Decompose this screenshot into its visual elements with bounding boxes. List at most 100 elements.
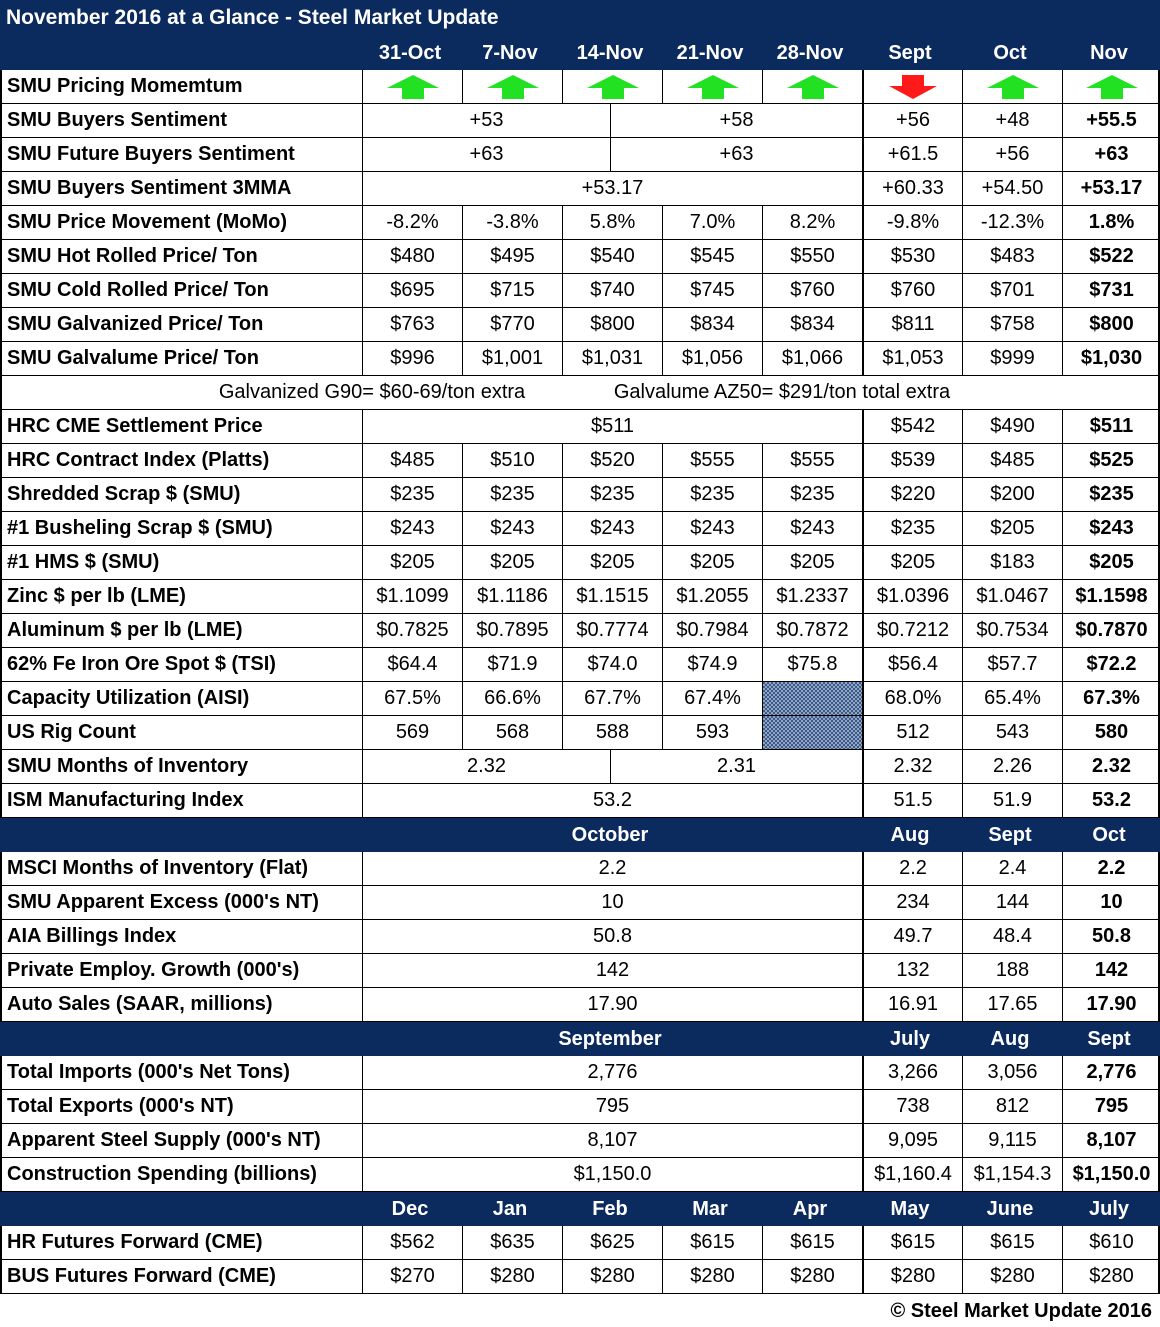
futures-value: $280 [762,1260,862,1293]
weekly-value: $1.1099 [362,580,462,613]
monthly-value: $539 [862,444,962,477]
monthly-value: $1,160.4 [862,1158,962,1191]
monthly-value: 68.0% [862,682,962,715]
monthly-value: 9,095 [862,1124,962,1157]
monthly-value: $57.7 [962,648,1062,681]
futures-value: $635 [462,1226,562,1259]
row-label: #1 Busheling Scrap $ (SMU) [7,517,273,539]
monthly-value: $235 [1062,478,1160,511]
row-label: AIA Billings Index [7,925,177,947]
monthly-value: +56 [962,138,1062,171]
row-label: SMU Cold Rolled Price/ Ton [7,279,269,301]
futures-month: July [1088,1197,1130,1220]
weekly-value: $205 [762,546,862,579]
futures-value: $280 [662,1260,762,1293]
weekly-value: $555 [762,444,862,477]
data-row: Construction Spending (billions) $1,150.0… [0,1158,1160,1192]
hatched-empty-cell [762,716,862,749]
section-period: September [558,1027,662,1050]
monthly-value: $490 [962,410,1062,443]
monthly-value: 2.4 [962,852,1062,885]
galvalume-note: Galvalume AZ50= $291/ton total extra [613,381,951,403]
monthly-value: 2.2 [1062,852,1160,885]
monthly-value: -9.8% [862,206,962,239]
monthly-value: $483 [962,240,1062,273]
monthly-value: $811 [862,308,962,341]
row-label: Auto Sales (SAAR, millions) [7,993,273,1015]
futures-value: $270 [362,1260,462,1293]
weekly-value: $800 [562,308,662,341]
monthly-value: 1.8% [1062,206,1160,239]
futures-value: $625 [562,1226,662,1259]
weekly-value: $235 [362,478,462,511]
weekly-value: $834 [662,308,762,341]
monthly-value: $235 [862,512,962,545]
weekly-value: $0.7984 [662,614,762,647]
monthly-value: $0.7212 [862,614,962,647]
monthly-value: $522 [1062,240,1160,273]
monthly-value: 132 [862,954,962,987]
row-label: SMU Buyers Sentiment [7,109,228,131]
futures-row: BUS Futures Forward (CME) $270 $280 $280 $28… [0,1260,1160,1294]
row-label: Construction Spending (billions) [7,1163,317,1185]
data-row: SMU Price Movement (MoMo) -8.2% -3.8% 5.8% 7… [0,206,1160,240]
monthly-value: $205 [862,546,962,579]
weekly-value: $243 [362,512,462,545]
data-row: Aluminum $ per lb (LME) $0.7825 $0.7895 $0.… [0,614,1160,648]
weekly-value: $740 [562,274,662,307]
span-value: 2.31 [610,750,862,783]
futures-header: Dec Jan Feb Mar Apr May June July [0,1192,1160,1226]
span-value: +63 [610,138,862,171]
monthly-value: $511 [1062,410,1160,443]
span-value: $1,150.0 [362,1158,862,1191]
monthly-value: 53.2 [1062,784,1160,817]
row-label: SMU Hot Rolled Price/ Ton [7,245,258,267]
column-header: 21-Nov [676,41,744,64]
weekly-value: $0.7895 [462,614,562,647]
monthly-value: +63 [1062,138,1160,171]
monthly-value: $0.7870 [1062,614,1160,647]
weekly-value: $1,066 [762,342,862,375]
weekly-value: 66.6% [462,682,562,715]
copyright: © Steel Market Update 2016 [890,1300,1152,1322]
data-row: SMU Buyers Sentiment 3MMA +53.17 +60.33 +54… [0,172,1160,206]
weekly-value: $0.7825 [362,614,462,647]
row-label: Apparent Steel Supply (000's NT) [7,1129,321,1151]
span-value: +53 [362,104,610,137]
monthly-value: $731 [1062,274,1160,307]
monthly-value: $1,030 [1062,342,1160,375]
monthly-value: 51.9 [962,784,1062,817]
monthly-value: $530 [862,240,962,273]
futures-month: Jan [492,1197,528,1220]
weekly-value: $71.9 [462,648,562,681]
monthly-value: 795 [1062,1090,1160,1123]
month-header: Aug [890,823,930,846]
futures-month: June [986,1197,1034,1220]
row-label: US Rig Count [7,721,136,743]
momentum-cell [862,70,962,103]
weekly-value: $205 [662,546,762,579]
momentum-cell [562,70,662,103]
monthly-value: 812 [962,1090,1062,1123]
futures-month: Mar [692,1197,728,1220]
futures-month: Feb [592,1197,628,1220]
weekly-value: $205 [362,546,462,579]
weekly-value: 67.5% [362,682,462,715]
monthly-value: $220 [862,478,962,511]
monthly-value: $1.1598 [1062,580,1160,613]
monthly-value: 512 [862,716,962,749]
weekly-value: $1,031 [562,342,662,375]
data-row: US Rig Count 569 568 588 593 512 543 580 [0,716,1160,750]
weekly-value: $485 [362,444,462,477]
data-row: Apparent Steel Supply (000's NT) 8,107 9,0… [0,1124,1160,1158]
monthly-value: 2.26 [962,750,1062,783]
weekly-value: $520 [562,444,662,477]
monthly-value: 144 [962,886,1062,919]
monthly-value: $1,150.0 [1062,1158,1160,1191]
weekly-value: $555 [662,444,762,477]
row-label: Total Imports (000's Net Tons) [7,1061,290,1083]
monthly-value: 65.4% [962,682,1062,715]
column-header: Sept [888,41,932,64]
monthly-value: 3,056 [962,1056,1062,1089]
weekly-value: 67.7% [562,682,662,715]
